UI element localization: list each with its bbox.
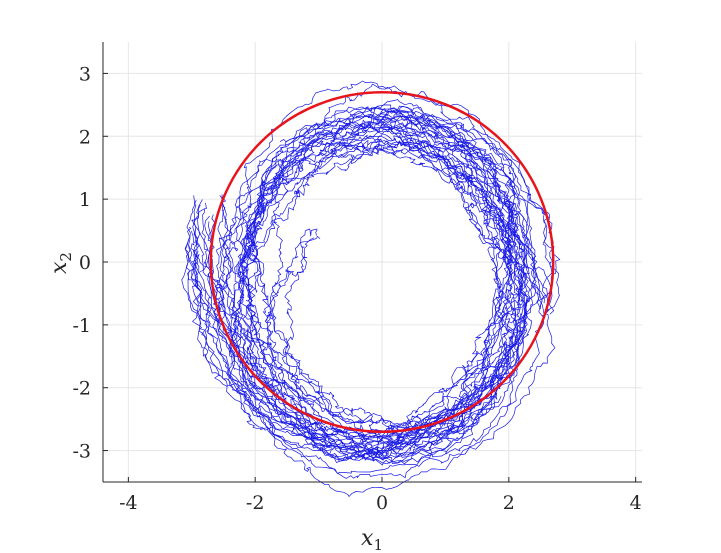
- trajectories: [181, 80, 561, 497]
- axes: [102, 42, 642, 483]
- trajectory-line: [192, 126, 527, 447]
- limit-circle: [209, 91, 555, 433]
- trajectory-line: [242, 109, 548, 459]
- trajectory-line: [190, 134, 523, 457]
- y-tick-label: 2: [79, 126, 91, 148]
- x-tick-label: -4: [119, 492, 138, 514]
- x-axis-title: x1: [361, 526, 383, 553]
- x-tick-label: 2: [503, 492, 515, 514]
- trajectory-line: [238, 107, 561, 461]
- tick-labels: -4 -2 0 2 4 -3 -2 -1 0 1 2 3: [72, 63, 641, 514]
- y-tick-label: 3: [79, 63, 91, 85]
- y-tick-label: -2: [72, 378, 91, 400]
- x-tick-label: -2: [246, 492, 265, 514]
- trajectory-line: [185, 80, 560, 497]
- trajectory-line: [236, 121, 515, 451]
- trajectory-line: [246, 119, 541, 449]
- trajectory-line: [243, 122, 534, 455]
- y-axis-title: x2: [47, 252, 75, 274]
- y-tick-label: -3: [72, 441, 91, 463]
- limit-circle-layer: [209, 91, 555, 433]
- trajectory-line: [231, 130, 527, 461]
- trajectory-line: [226, 108, 527, 456]
- y-tick-label: 0: [79, 252, 91, 274]
- trajectory-line: [234, 99, 545, 430]
- y-tick-label: 1: [79, 189, 91, 211]
- x-tick-label: 4: [630, 492, 642, 514]
- trajectory-line: [207, 141, 520, 463]
- trajectory-line: [220, 106, 523, 465]
- trajectory-line: [181, 120, 499, 441]
- trajectory-line: [242, 154, 512, 427]
- y-tick-label: -1: [72, 315, 91, 337]
- trajectory-line: [230, 122, 555, 466]
- x-tick-label: 0: [376, 492, 388, 514]
